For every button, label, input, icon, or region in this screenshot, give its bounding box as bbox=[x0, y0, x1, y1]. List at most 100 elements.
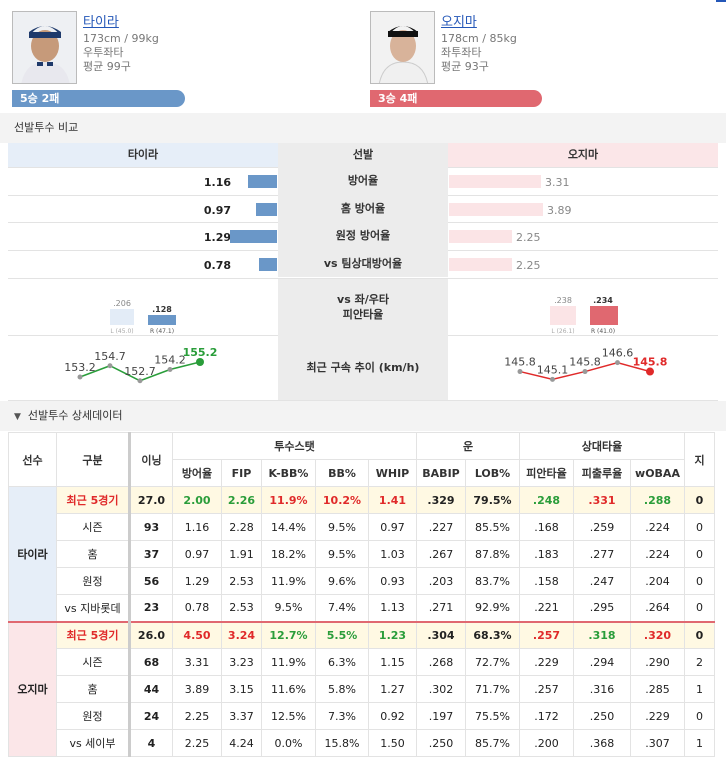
compare-away-bar bbox=[449, 202, 543, 216]
player-cell: 오지마 bbox=[8, 620, 57, 757]
stat-cell: 5.8% bbox=[315, 675, 369, 703]
stat-cell: 2.53 bbox=[221, 567, 262, 595]
split-label-line2: 피안타율 bbox=[342, 308, 384, 321]
th-extra: 지 bbox=[684, 432, 715, 487]
stat-cell: 3.24 bbox=[221, 620, 262, 649]
velocity-label: 152.7 bbox=[124, 365, 156, 378]
stat-cell: .248 bbox=[519, 486, 574, 514]
split-label-line1: vs 좌/우타 bbox=[337, 293, 389, 306]
stat-cell: 0 bbox=[684, 702, 715, 730]
compare-row-label: 원정 방어율 bbox=[278, 222, 448, 250]
stat-cell: 11.9% bbox=[261, 567, 316, 595]
stat-cell: 3.31 bbox=[172, 648, 222, 676]
category-cell: 홈 bbox=[56, 675, 131, 703]
stat-cell: .304 bbox=[416, 620, 466, 649]
th-opp-avg: 상대타율 bbox=[519, 432, 685, 460]
stat-cell: 1.23 bbox=[368, 620, 417, 649]
velocity-label: 146.6 bbox=[602, 347, 634, 360]
stat-cell: 83.7% bbox=[465, 567, 520, 595]
compare-row-label: vs 팀상대방어율 bbox=[278, 249, 448, 277]
stat-cell: 2.26 bbox=[221, 486, 262, 514]
stat-cell: .224 bbox=[630, 540, 685, 568]
stat-cell: 11.9% bbox=[261, 486, 316, 514]
split-label: vs 좌/우타 피안타율 bbox=[278, 278, 448, 335]
stat-cell: .227 bbox=[416, 513, 466, 541]
stat-cell: 1.13 bbox=[368, 594, 417, 622]
away-pitcher-name-link[interactable]: 오지마 bbox=[441, 15, 477, 30]
stat-cell: .264 bbox=[630, 594, 685, 622]
category-cell: vs 세이부 bbox=[56, 729, 131, 757]
stat-cell: 11.6% bbox=[261, 675, 316, 703]
stat-cell: 11.9% bbox=[261, 648, 316, 676]
stat-cell: 92.9% bbox=[465, 594, 520, 622]
th-stat[interactable]: 방어율 bbox=[172, 459, 222, 487]
stat-cell: .302 bbox=[416, 675, 466, 703]
category-cell: 원정 bbox=[56, 567, 131, 595]
table-row: 홈 44 3.89 3.15 11.6% 5.8% 1.27.302 71.7% .257.31… bbox=[9, 675, 715, 703]
innings-cell: 68 bbox=[129, 648, 173, 676]
stat-cell: 85.7% bbox=[465, 729, 520, 757]
stat-cell: .257 bbox=[519, 620, 574, 649]
stat-cell: 4.24 bbox=[221, 729, 262, 757]
stat-cell: .200 bbox=[519, 729, 574, 757]
th-stat[interactable]: LOB% bbox=[465, 459, 520, 487]
velocity-point bbox=[517, 369, 523, 375]
velocity-point bbox=[137, 378, 143, 384]
stat-cell: .204 bbox=[630, 567, 685, 595]
velocity-point bbox=[107, 363, 113, 369]
compare-away-bar bbox=[449, 175, 541, 188]
stat-cell: .294 bbox=[573, 648, 631, 676]
detail-stats-table: 선수 구분 이닝 투수스탯 운 상대타율 지 방어율 FIP K-BB% BB% WHI… bbox=[8, 432, 715, 757]
stat-cell: 3.37 bbox=[221, 702, 262, 730]
stat-cell: .329 bbox=[416, 486, 466, 514]
velocity-point bbox=[646, 367, 654, 376]
stat-cell: 9.5% bbox=[315, 513, 369, 541]
stat-cell: .288 bbox=[630, 486, 685, 514]
innings-cell: 27.0 bbox=[129, 486, 173, 514]
th-stat[interactable]: 피안타율 bbox=[519, 459, 574, 487]
stat-cell: 1.15 bbox=[368, 648, 417, 676]
th-stat[interactable]: WHIP bbox=[368, 459, 417, 487]
compare-col-mid: 선발 bbox=[278, 143, 448, 167]
home-split-L-caption: L (45.0) bbox=[110, 328, 133, 335]
velocity-point bbox=[77, 374, 83, 380]
th-stat[interactable]: 피출루율 bbox=[573, 459, 631, 487]
stat-cell: 1 bbox=[684, 675, 715, 703]
velocity-label: 145.1 bbox=[537, 363, 569, 376]
th-stat[interactable]: wOBAA bbox=[630, 459, 685, 487]
stat-cell: .250 bbox=[416, 729, 466, 757]
velocity-point bbox=[167, 367, 173, 372]
th-luck: 운 bbox=[416, 432, 520, 460]
table-row: vs 세이부 4 2.25 4.24 0.0% 15.8% 1.50.250 85.7% .20… bbox=[9, 729, 715, 757]
player-cell: 타이라 bbox=[8, 486, 57, 622]
stat-cell: .221 bbox=[519, 594, 574, 622]
collapse-triangle-icon[interactable]: ▼ bbox=[14, 412, 21, 422]
velocity-point bbox=[582, 369, 588, 375]
stat-cell: 1.91 bbox=[221, 540, 262, 568]
stat-cell: 18.2% bbox=[261, 540, 316, 568]
stat-cell: 2.25 bbox=[172, 729, 222, 757]
th-stat[interactable]: K-BB% bbox=[261, 459, 316, 487]
stat-cell: .197 bbox=[416, 702, 466, 730]
table-row: 홈 37 0.97 1.91 18.2% 9.5% 1.03.267 87.8% .183.27… bbox=[9, 540, 715, 568]
stat-cell: .277 bbox=[573, 540, 631, 568]
detail-section-title: ▼ 선발투수 상세데이터 bbox=[0, 401, 726, 431]
stat-cell: 0 bbox=[684, 486, 715, 514]
th-stat[interactable]: FIP bbox=[221, 459, 262, 487]
away-pitcher-avg-pitch: 평균 93구 bbox=[441, 60, 489, 73]
away-split-R-bar bbox=[590, 306, 618, 325]
stat-cell: 87.8% bbox=[465, 540, 520, 568]
th-stat[interactable]: BABIP bbox=[416, 459, 466, 487]
stat-cell: .271 bbox=[416, 594, 466, 622]
stat-cell: .307 bbox=[630, 729, 685, 757]
velocity-label: 155.2 bbox=[183, 346, 218, 359]
stat-cell: 2.25 bbox=[172, 702, 222, 730]
home-pitcher-name-link[interactable]: 타이라 bbox=[83, 15, 119, 30]
compare-home-value: 1.29 bbox=[203, 231, 231, 244]
velocity-label: 154.2 bbox=[154, 354, 186, 367]
stat-cell: .203 bbox=[416, 567, 466, 595]
th-stat[interactable]: BB% bbox=[315, 459, 369, 487]
table-row: 시즌 68 3.31 3.23 11.9% 6.3% 1.15.268 72.7% .229.2… bbox=[9, 648, 715, 676]
stat-cell: .172 bbox=[519, 702, 574, 730]
stat-cell: 9.5% bbox=[261, 594, 316, 622]
